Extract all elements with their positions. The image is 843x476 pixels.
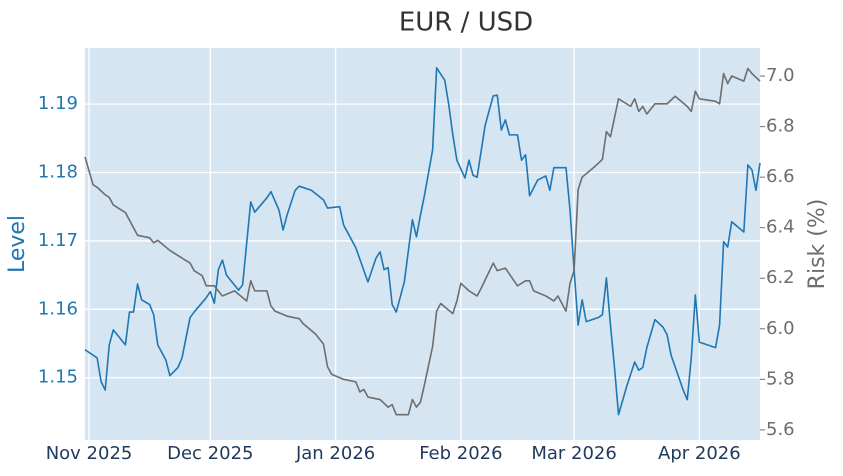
y2-tick-label: 7.0 [766,65,795,86]
y-tick-label: 1.19 [38,93,78,114]
series-line [84,67,761,416]
y2-tick-label: 6.0 [766,318,795,339]
x-tick-label: Apr 2026 [658,443,741,464]
y-tick-label: 1.15 [38,367,78,388]
y-tick-label: 1.16 [38,298,78,319]
y2-tick-label: 6.6 [766,166,795,187]
x-tick-label: Mar 2026 [531,443,617,464]
x-tick-label: Dec 2025 [167,443,253,464]
y-tick-label: 1.17 [38,230,78,251]
chart-title: EUR / USD [399,8,533,38]
series-line [84,67,761,416]
y2-tick-label: 6.2 [766,267,795,288]
y2-tick-label: 6.4 [766,217,795,238]
x-tick-label: Jan 2026 [295,443,375,464]
y2-tick-label: 6.8 [766,116,795,137]
y2-tick-label: 5.8 [766,368,795,389]
y2-axis-label: Risk (%) [805,199,830,290]
plot-background [85,48,760,440]
y-axis-label: Level [5,215,30,273]
x-tick-label: Feb 2026 [419,443,502,464]
y-tick-label: 1.18 [38,162,78,183]
x-tick-label: Nov 2025 [46,443,133,464]
y2-tick-label: 5.6 [766,419,795,440]
